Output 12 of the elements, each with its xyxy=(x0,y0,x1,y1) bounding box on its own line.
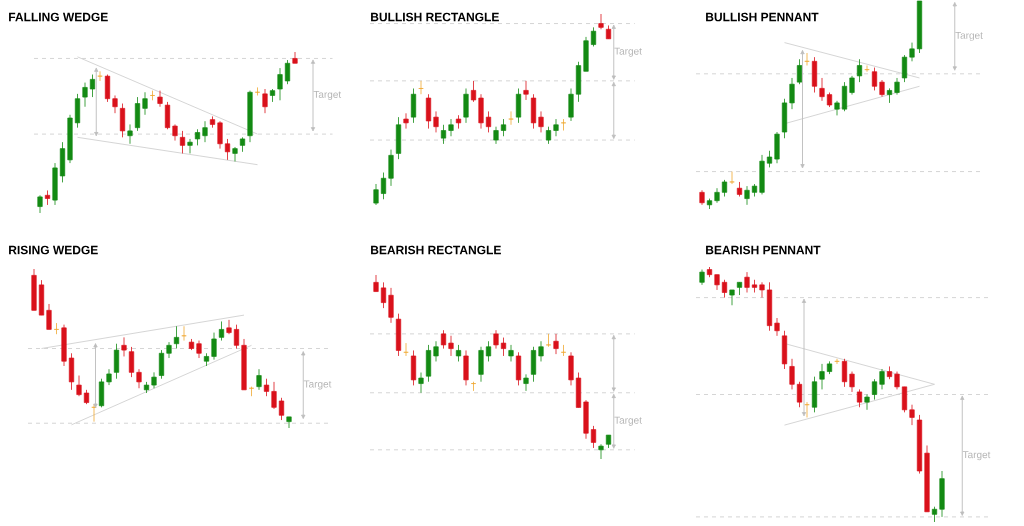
text: Target xyxy=(955,31,983,41)
chart-title: FALLING WEDGE xyxy=(9,12,108,22)
text: Target xyxy=(614,416,642,426)
text: BULLISH PENNANT xyxy=(706,12,819,22)
chart-title: BEARISH RECTANGLE xyxy=(371,245,501,255)
chart-title: BEARISH PENNANT xyxy=(706,245,821,255)
chart-title: RISING WEDGE xyxy=(9,245,98,255)
text: Target xyxy=(962,451,991,461)
text: Target xyxy=(303,380,332,390)
chart-title: BULLISH RECTANGLE xyxy=(371,12,499,22)
text: Target xyxy=(313,90,342,100)
text: Target xyxy=(614,47,642,57)
